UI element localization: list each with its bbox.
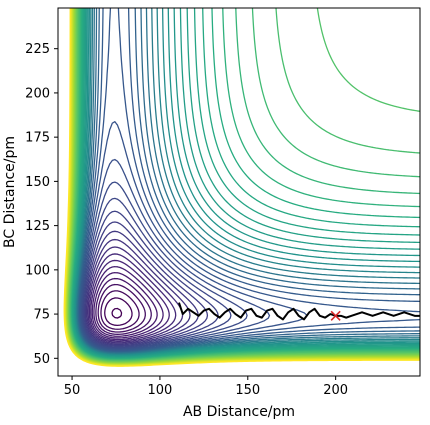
y-tick-label: 100 [25,263,50,278]
contour-level [111,307,123,319]
marker-layer [330,310,341,321]
contour-level [81,181,248,349]
contour-level [87,246,184,343]
x-axis-label: AB Distance/pm [183,404,295,420]
contour-level [77,8,420,353]
contour-level [63,8,420,367]
contour-level [86,238,191,344]
red-x-marker-stroke [330,310,341,321]
y-tick-label: 125 [25,219,50,234]
y-axis-ticks: 50 75 100 125 150 175 200 225 [25,42,58,367]
contour-level [100,290,140,330]
y-axis-label: BC Distance/pm [2,136,18,248]
plot-frame [57,7,421,377]
contour-level [97,283,146,333]
trajectory-layer [178,302,420,321]
contour-level [95,277,152,335]
plot-background [58,8,420,376]
y-tick-label: 225 [25,42,50,57]
contour-level [85,230,199,346]
trajectory-line [178,302,420,321]
contour-level [93,271,158,337]
x-axis-ticks: 50 100 150 200 [64,376,348,398]
contour-level [80,158,271,350]
red-x-marker [330,310,341,321]
contour-level [91,265,164,339]
x-tick-label: 150 [235,383,260,398]
contour-level [88,253,177,342]
y-tick-label: 175 [25,131,50,146]
contour-level [82,197,232,348]
contour-level [79,121,308,351]
contour-level [83,210,219,348]
y-tick-label: 75 [33,308,50,323]
contour-level [90,259,170,341]
contour-lines [63,8,420,367]
y-tick-label: 200 [25,86,50,101]
contour-level [78,8,420,352]
contour-level [104,297,133,327]
contour-level [84,221,209,347]
contour-level [79,8,420,352]
y-tick-label: 150 [25,175,50,190]
x-tick-label: 100 [148,383,173,398]
x-tick-label: 50 [64,383,81,398]
y-tick-label: 50 [33,352,50,367]
x-tick-label: 200 [323,383,348,398]
